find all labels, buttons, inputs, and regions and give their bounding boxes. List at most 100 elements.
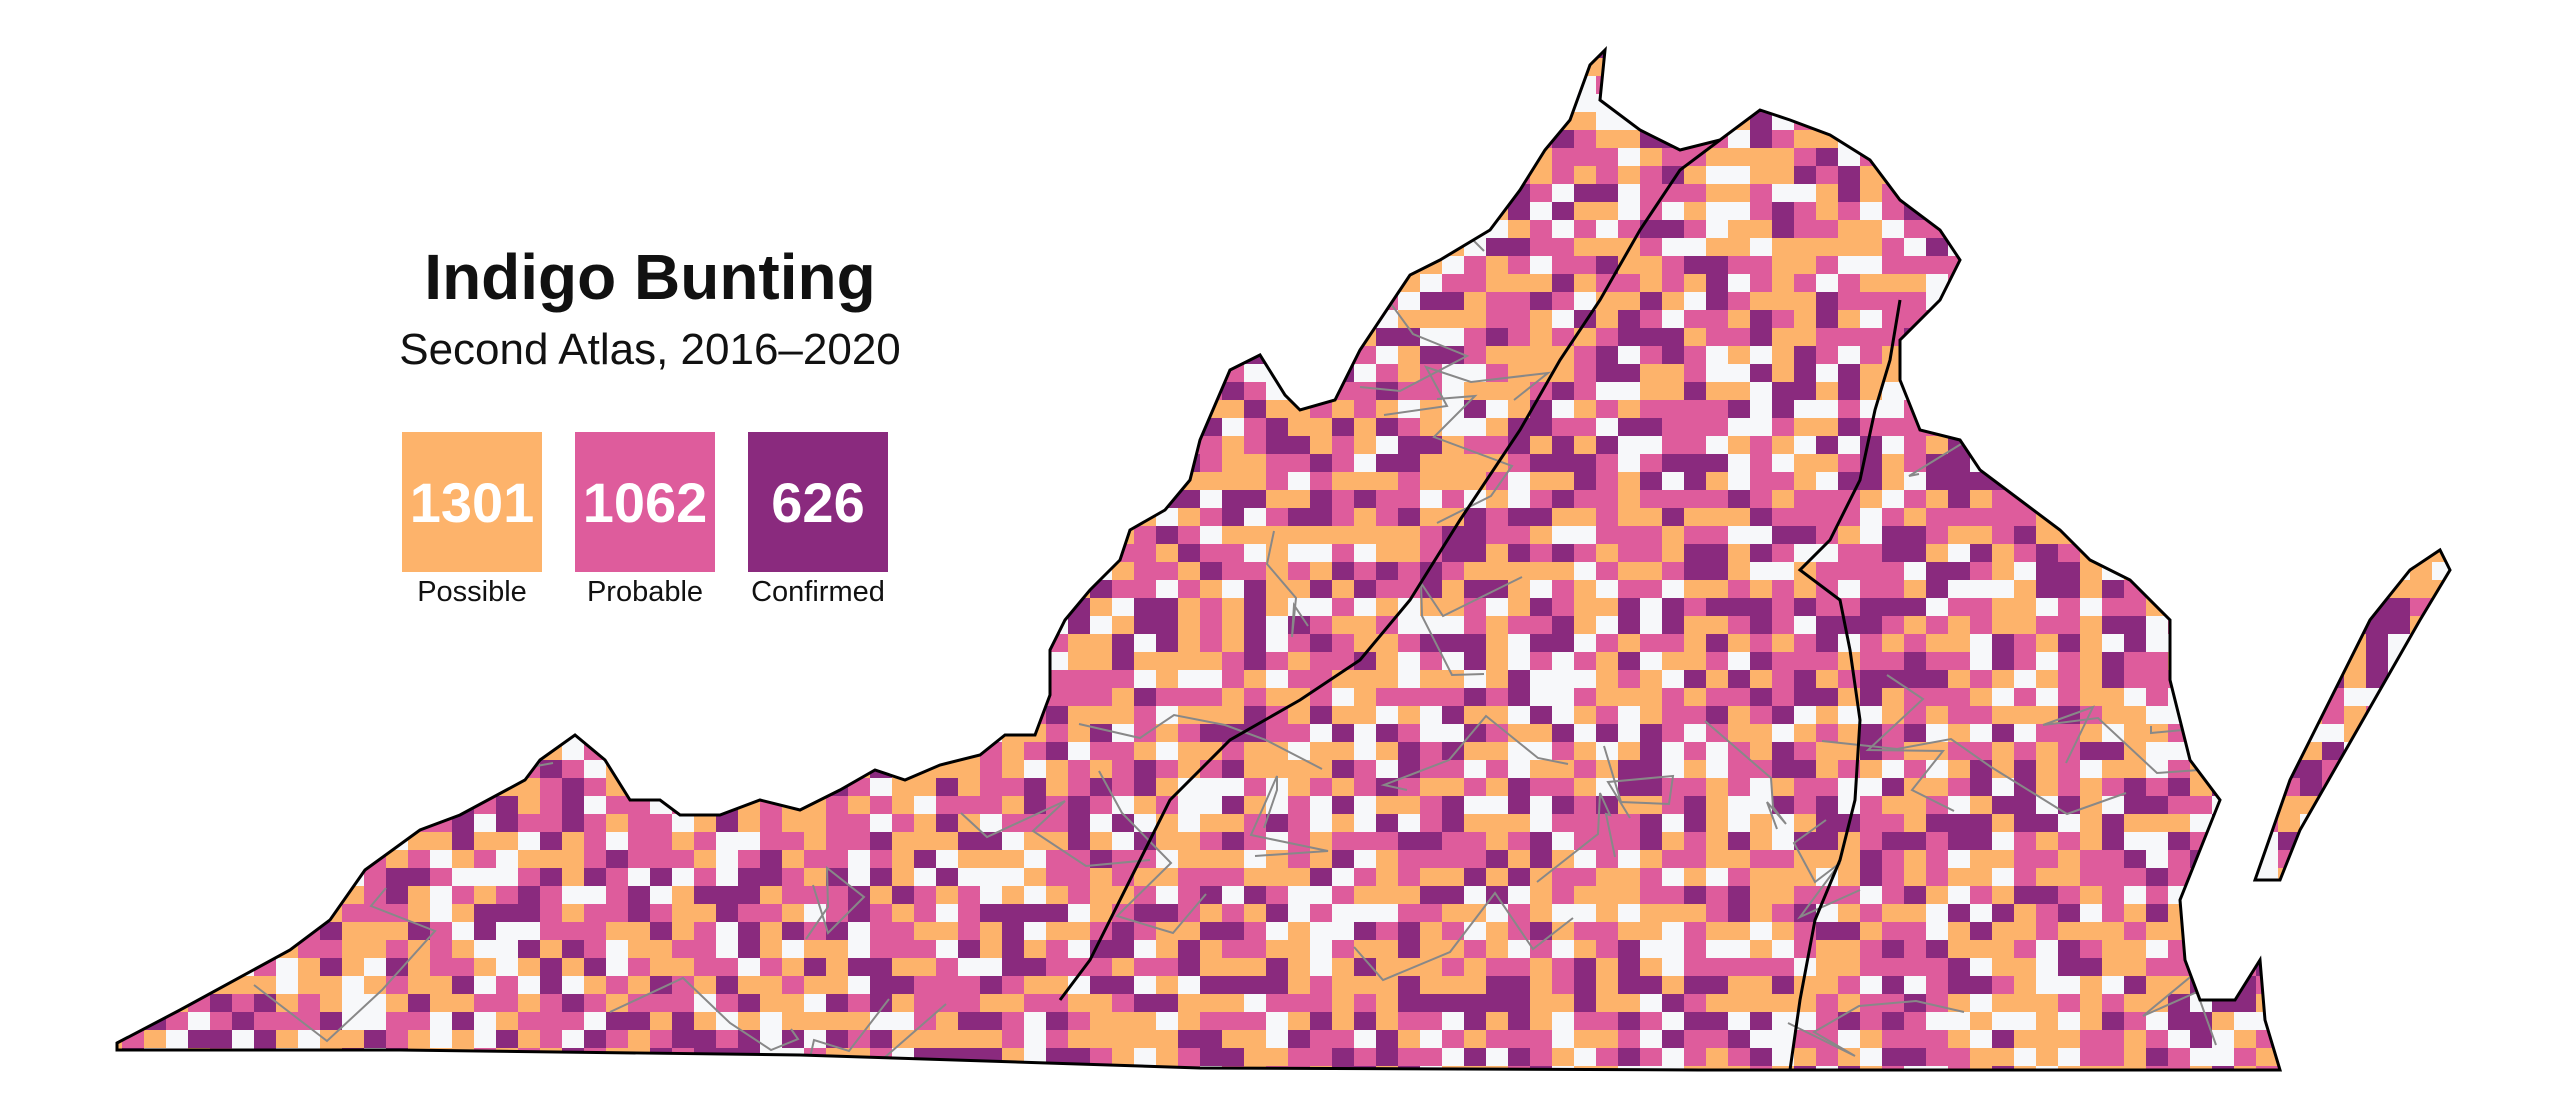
atlas-block bbox=[342, 724, 364, 742]
atlas-block bbox=[1046, 760, 1068, 778]
atlas-block bbox=[1574, 472, 1596, 490]
atlas-block bbox=[117, 616, 122, 634]
atlas-block bbox=[1266, 166, 1288, 184]
atlas-block bbox=[386, 166, 408, 184]
atlas-block bbox=[2256, 130, 2278, 148]
atlas-block bbox=[1618, 418, 1640, 436]
atlas-block bbox=[1332, 256, 1354, 274]
atlas-block bbox=[672, 670, 694, 688]
atlas-block bbox=[166, 256, 188, 274]
atlas-block bbox=[1948, 832, 1970, 850]
atlas-block bbox=[870, 400, 892, 418]
atlas-block bbox=[1464, 580, 1486, 598]
atlas-block bbox=[2344, 94, 2366, 112]
atlas-block bbox=[2410, 364, 2432, 382]
atlas-block bbox=[584, 850, 606, 868]
atlas-block bbox=[2036, 490, 2058, 508]
atlas-block bbox=[298, 202, 320, 220]
atlas-block bbox=[1618, 850, 1640, 868]
atlas-block bbox=[2322, 382, 2344, 400]
atlas-block bbox=[1134, 490, 1156, 508]
atlas-block bbox=[628, 58, 650, 76]
atlas-block bbox=[1992, 310, 2014, 328]
atlas-block bbox=[892, 652, 914, 670]
atlas-block bbox=[1596, 796, 1618, 814]
atlas-block bbox=[1552, 526, 1574, 544]
atlas-block bbox=[1706, 112, 1728, 130]
atlas-block bbox=[1200, 94, 1222, 112]
atlas-block bbox=[144, 184, 166, 202]
atlas-block bbox=[276, 148, 298, 166]
atlas-block bbox=[276, 274, 298, 292]
atlas-block bbox=[2234, 202, 2256, 220]
atlas-block bbox=[342, 688, 364, 706]
atlas-block bbox=[2168, 472, 2190, 490]
atlas-block bbox=[936, 670, 958, 688]
atlas-block bbox=[1860, 130, 1882, 148]
atlas-block bbox=[1398, 454, 1420, 472]
atlas-block bbox=[1046, 706, 1068, 724]
atlas-block bbox=[1200, 112, 1222, 130]
atlas-block bbox=[1442, 706, 1464, 724]
atlas-block bbox=[1442, 346, 1464, 364]
atlas-block bbox=[1882, 472, 1904, 490]
atlas-block bbox=[1860, 328, 1882, 346]
atlas-block bbox=[518, 94, 540, 112]
atlas-block bbox=[540, 400, 562, 418]
atlas-block bbox=[826, 58, 848, 76]
atlas-block bbox=[1530, 328, 1552, 346]
atlas-block bbox=[276, 616, 298, 634]
atlas-block bbox=[1002, 598, 1024, 616]
atlas-block bbox=[716, 688, 738, 706]
atlas-block bbox=[628, 634, 650, 652]
atlas-block bbox=[892, 670, 914, 688]
atlas-block bbox=[276, 238, 298, 256]
atlas-block bbox=[1288, 94, 1310, 112]
atlas-block bbox=[1618, 562, 1640, 580]
atlas-block bbox=[1552, 562, 1574, 580]
atlas-block bbox=[1640, 652, 1662, 670]
atlas-block bbox=[870, 688, 892, 706]
atlas-block bbox=[2432, 328, 2450, 346]
atlas-block bbox=[210, 562, 232, 580]
atlas-block bbox=[210, 148, 232, 166]
atlas-block bbox=[518, 706, 540, 724]
atlas-block bbox=[2102, 76, 2124, 94]
atlas-block bbox=[2432, 436, 2450, 454]
atlas-block bbox=[2322, 310, 2344, 328]
atlas-block bbox=[1772, 634, 1794, 652]
atlas-block bbox=[1970, 616, 1992, 634]
atlas-block bbox=[1926, 58, 1948, 76]
atlas-block bbox=[1970, 544, 1992, 562]
atlas-block bbox=[914, 202, 936, 220]
atlas-block bbox=[804, 850, 826, 868]
atlas-block bbox=[1266, 328, 1288, 346]
atlas-block bbox=[1552, 508, 1574, 526]
atlas-block bbox=[2454, 328, 2476, 346]
atlas-block bbox=[2432, 364, 2450, 382]
atlas-block bbox=[1420, 796, 1442, 814]
atlas-block bbox=[584, 130, 606, 148]
atlas-block bbox=[2344, 688, 2366, 706]
atlas-block bbox=[1112, 112, 1134, 130]
atlas-block bbox=[1662, 490, 1684, 508]
atlas-block bbox=[1904, 112, 1926, 130]
atlas-block bbox=[2036, 382, 2058, 400]
atlas-block bbox=[826, 76, 848, 94]
atlas-block bbox=[1112, 292, 1134, 310]
atlas-block bbox=[474, 688, 496, 706]
atlas-block bbox=[1574, 580, 1596, 598]
atlas-block bbox=[870, 652, 892, 670]
atlas-block bbox=[166, 166, 188, 184]
atlas-block bbox=[1948, 184, 1970, 202]
atlas-block bbox=[298, 832, 320, 850]
atlas-block bbox=[1618, 202, 1640, 220]
atlas-block bbox=[1508, 76, 1530, 94]
atlas-block bbox=[1618, 436, 1640, 454]
atlas-block bbox=[1970, 220, 1992, 238]
atlas-block bbox=[2278, 328, 2300, 346]
atlas-block bbox=[1398, 58, 1420, 76]
atlas-block bbox=[1178, 688, 1200, 706]
atlas-block bbox=[914, 436, 936, 454]
atlas-block bbox=[1508, 616, 1530, 634]
